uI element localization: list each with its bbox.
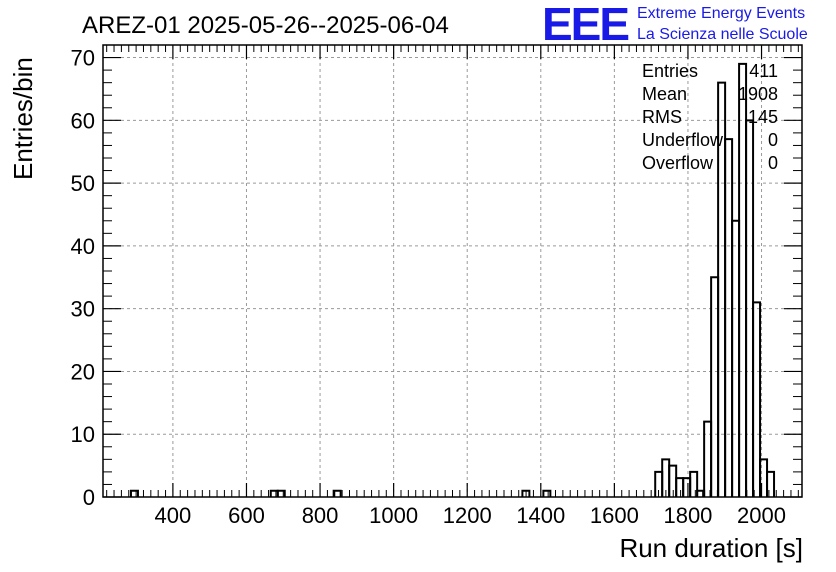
histogram-bin: [731, 219, 741, 497]
y-tick-label: 0: [83, 485, 95, 510]
stats-label: Overflow: [642, 153, 714, 173]
x-tick-label: 2000: [737, 503, 786, 528]
logo-line-1: Extreme Energy Events: [637, 5, 805, 22]
stats-value: 145: [748, 107, 778, 127]
x-tick-label: 800: [302, 503, 339, 528]
y-tick-label: 10: [71, 422, 95, 447]
y-axis-label: Entries/bin: [8, 57, 38, 180]
stats-box: Entries 411 Mean 1908 RMS 145 Underflow 0 Overfl…: [642, 61, 778, 173]
histogram-bin: [276, 489, 286, 497]
y-tick-label: 30: [71, 297, 95, 322]
y-tick-label: 20: [71, 359, 95, 384]
grid: [103, 45, 802, 497]
histogram-bin: [710, 276, 720, 497]
stats-value: 0: [768, 153, 778, 173]
x-tick-label: 1800: [663, 503, 712, 528]
logo-mark: EEE: [542, 0, 628, 50]
x-axis-label: Run duration [s]: [619, 533, 803, 563]
stats-label: RMS: [642, 107, 682, 127]
x-tick-label: 1000: [369, 503, 418, 528]
histogram-bin: [332, 489, 342, 497]
histogram-bin: [752, 301, 762, 497]
histogram-bin: [682, 477, 692, 497]
chart-title: AREZ-01 2025-05-26--2025-06-04: [82, 12, 449, 39]
histogram-bin: [766, 470, 776, 497]
histogram-bin: [689, 470, 699, 497]
axes: [102, 44, 803, 498]
y-tick-label: 70: [71, 46, 95, 71]
plot-frame: [102, 44, 803, 498]
y-tick-label: 50: [71, 171, 95, 196]
stats-label: Entries: [642, 61, 698, 81]
histogram-bin: [675, 477, 685, 497]
stats-value: 1908: [738, 84, 778, 104]
x-tick-label: 1600: [590, 503, 639, 528]
histogram-bars: [129, 62, 776, 497]
stats-label: Underflow: [642, 130, 724, 150]
histogram-bin: [269, 489, 279, 497]
histogram-bin: [724, 138, 734, 497]
y-tick-label: 40: [71, 234, 95, 259]
histogram-bin: [703, 420, 713, 497]
tick-labels: 400 600 800 1000 1200 1400 1600 1800 20000102030…: [71, 46, 786, 528]
histogram-bin: [542, 489, 552, 497]
histogram-bin: [668, 464, 678, 497]
logo-line-2: La Scienza nelle Scuole: [637, 26, 808, 43]
histogram-bin: [129, 489, 139, 497]
x-tick-label: 1200: [443, 503, 492, 528]
x-tick-label: 400: [155, 503, 192, 528]
x-tick-label: 1400: [516, 503, 565, 528]
stats-value: 0: [768, 130, 778, 150]
histogram-bin: [738, 62, 748, 497]
y-tick-label: 60: [71, 108, 95, 133]
stats-value: 411: [749, 61, 778, 81]
x-tick-label: 600: [228, 503, 265, 528]
stats-label: Mean: [642, 84, 687, 104]
eee-logo: EEE Extreme Energy Events La Scienza nel…: [542, 0, 808, 50]
